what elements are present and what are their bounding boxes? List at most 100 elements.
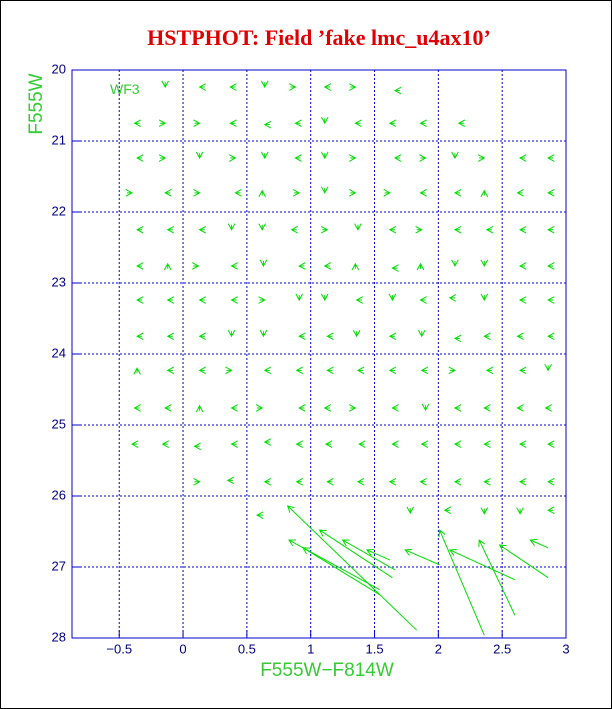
vector-arrow — [324, 440, 333, 448]
vector-arrow — [438, 529, 485, 636]
x-tick-label: 1.5 — [365, 641, 383, 656]
vector-arrow — [259, 259, 268, 268]
vector-arrow — [193, 119, 201, 128]
vector-arrow — [136, 225, 144, 234]
vector-arrow — [393, 86, 402, 95]
vector-arrow — [388, 366, 397, 375]
vector-arrow — [229, 119, 237, 128]
vector-arrow — [355, 296, 364, 304]
x-tick-label: 0 — [179, 641, 186, 656]
vector-arrow — [341, 539, 396, 571]
vector-arrow — [519, 478, 527, 486]
vector-arrow — [198, 225, 207, 234]
vector-arrow — [419, 296, 427, 304]
vector-arrow — [133, 119, 141, 128]
vector-arrow — [198, 296, 207, 304]
vector-arrow — [133, 367, 141, 375]
vector-arrow — [258, 223, 266, 231]
vector-arrow — [453, 225, 462, 234]
vector-arrow — [320, 293, 329, 302]
vector-arrow — [320, 225, 329, 234]
vector-arrow — [193, 478, 201, 486]
vector-arrow — [158, 154, 167, 162]
vector-arrow — [453, 440, 462, 448]
vector-arrow — [480, 293, 489, 302]
vector-arrow — [295, 366, 304, 375]
vector-arrow — [302, 547, 380, 596]
vector-arrow — [388, 225, 397, 234]
vector-arrow — [289, 83, 297, 91]
vector-arrow — [358, 440, 366, 448]
vector-arrow — [419, 478, 427, 486]
y-tick-label: 21 — [52, 132, 66, 147]
vector-arrow — [477, 154, 486, 162]
vector-arrow — [198, 332, 207, 341]
vector-arrow — [388, 293, 397, 302]
vector-arrow — [483, 404, 491, 412]
annotation: WF3 — [110, 81, 140, 97]
vector-arrow — [195, 404, 204, 413]
vector-arrow — [448, 294, 457, 302]
vector-arrow — [226, 476, 235, 485]
vector-arrow — [326, 332, 334, 341]
vector-arrow — [298, 332, 306, 341]
vector-arrow — [348, 83, 357, 91]
vector-arrow — [480, 189, 489, 198]
vector-arrow — [295, 478, 304, 486]
vector-arrow — [547, 262, 555, 270]
vector-arrow — [225, 366, 233, 375]
vector-arrow — [354, 119, 362, 128]
y-axis-label: F555W — [26, 73, 47, 134]
vector-arrow — [483, 440, 491, 448]
vector-arrow — [516, 332, 524, 341]
x-tick-label: 2 — [435, 641, 442, 656]
vector-arrow — [193, 442, 201, 451]
x-tick-label: 0.5 — [238, 641, 256, 656]
vector-arrow — [485, 366, 494, 375]
vector-arrow — [480, 259, 489, 268]
vector-arrow — [263, 366, 272, 375]
vector-arrow — [391, 404, 399, 412]
vector-arrow — [356, 478, 365, 486]
x-axis-label: F555W−F814W — [260, 660, 394, 681]
vector-arrow — [544, 404, 552, 412]
vector-arrow — [453, 404, 462, 412]
y-tick-label: 27 — [52, 558, 66, 573]
vector-arrow — [547, 154, 555, 162]
vector-arrow — [485, 225, 494, 234]
vector-arrow — [161, 80, 169, 89]
vector-arrow — [318, 529, 393, 579]
vector-arrow — [255, 404, 264, 412]
vector-arrow — [519, 440, 527, 448]
y-tick-label: 24 — [52, 345, 66, 360]
y-tick-label: 22 — [52, 203, 66, 218]
vector-arrow — [547, 189, 555, 197]
vector-arrow — [130, 440, 139, 448]
vector-arrow — [326, 366, 334, 375]
vector-arrow — [356, 366, 365, 375]
vector-arrow — [365, 548, 391, 561]
vector-arrow — [193, 189, 201, 197]
x-tick-label: −0.5 — [106, 641, 132, 656]
vector-arrow — [388, 119, 397, 128]
vector-arrow — [483, 478, 491, 486]
vector-arrow — [519, 225, 527, 234]
vector-arrow — [388, 332, 397, 341]
vector-arrow — [519, 262, 527, 270]
vector-arrow — [419, 189, 427, 197]
vector-arrow — [320, 151, 329, 160]
vector-arrow — [348, 154, 357, 162]
vector-arrow — [133, 404, 141, 412]
vector-arrow — [547, 225, 555, 234]
vector-arrow — [290, 225, 298, 234]
vector-arrow — [191, 262, 200, 270]
vector-arrow — [451, 151, 459, 160]
vector-arrow — [260, 80, 269, 89]
vector-arrow — [351, 262, 360, 271]
y-tick-label: 23 — [52, 274, 66, 289]
vector-arrow — [448, 548, 516, 581]
vector-arrow — [383, 189, 391, 197]
vector-arrow — [519, 296, 527, 304]
vector-arrow — [547, 332, 555, 341]
vector-arrow — [136, 296, 144, 304]
